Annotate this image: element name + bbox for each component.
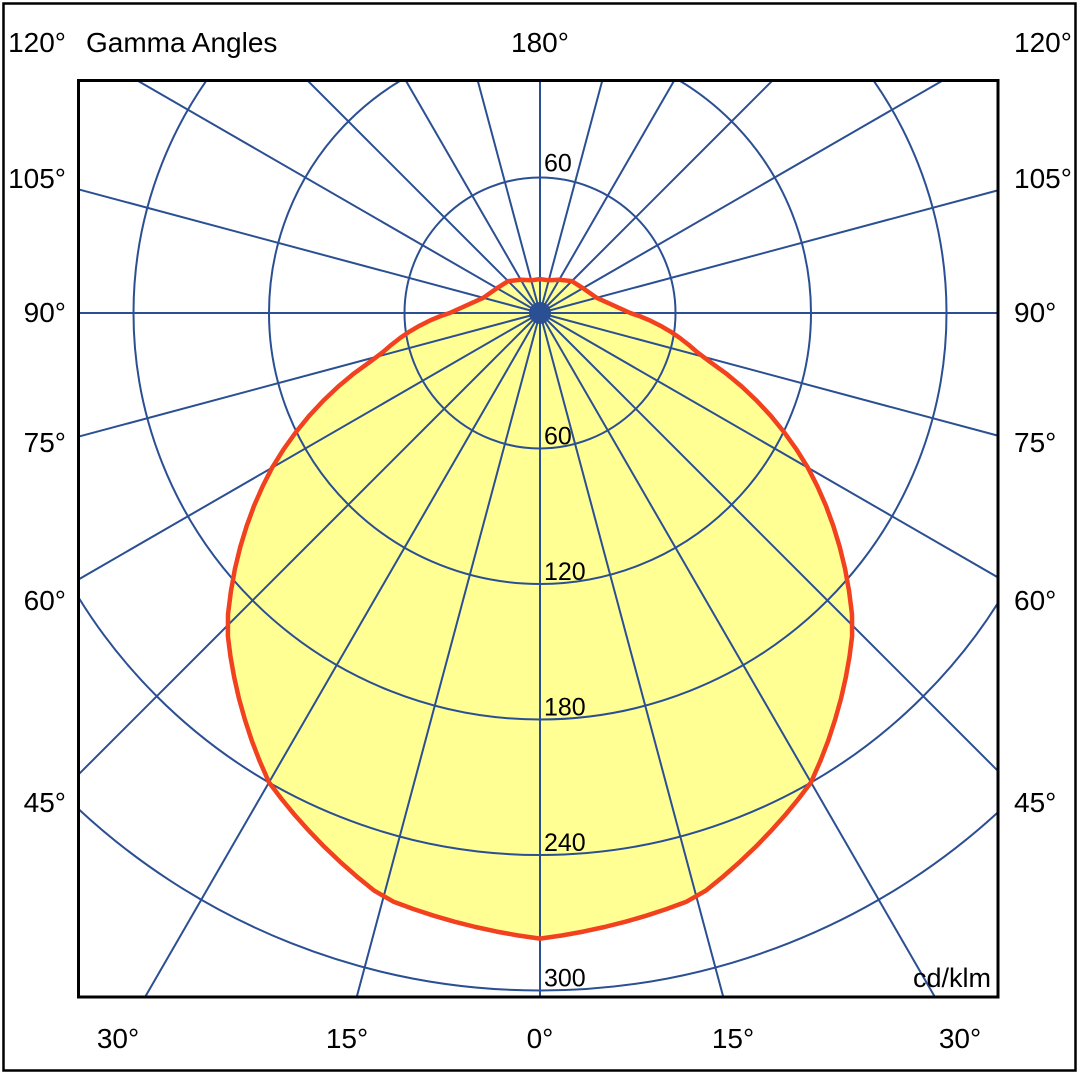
gamma-label-bottom-30l: 30°	[97, 1023, 139, 1054]
grid-ray	[539, 312, 725, 997]
grid-ring	[268, 81, 812, 585]
gamma-label-left-105: 105°	[8, 163, 66, 194]
chart-title: Gamma Angles	[86, 27, 277, 58]
grid-ring	[403, 176, 677, 450]
grid-ring	[132, 81, 948, 721]
ring-label-60-upper: 60	[544, 150, 572, 178]
grid-ray	[476, 81, 541, 314]
gamma-label-right-75: 75°	[1014, 427, 1056, 458]
gamma-label-bottom-15l: 15°	[326, 1023, 368, 1054]
grid-ray	[404, 81, 541, 314]
gamma-label-left-75: 75°	[24, 427, 66, 458]
gamma-label-left-60: 60°	[24, 585, 66, 616]
grid-ray	[539, 312, 937, 997]
grid-ray	[355, 312, 541, 997]
gamma-label-bottom-15r: 15°	[712, 1023, 754, 1054]
grid-ray	[539, 312, 998, 773]
ring-label-300: 300	[544, 965, 586, 993]
grid-ray	[539, 81, 774, 314]
grid-ray	[539, 189, 998, 314]
ring-label-240: 240	[544, 829, 586, 857]
grid-ray	[539, 312, 998, 579]
grid-ray	[539, 81, 676, 314]
grid-ray	[539, 81, 604, 314]
grid-ray	[79, 312, 541, 581]
ring-label-180: 180	[544, 694, 586, 722]
intensity-distribution-outline	[225, 276, 855, 941]
grid-ray	[143, 312, 541, 997]
origin-marker	[529, 302, 551, 324]
grid-ray	[306, 81, 541, 314]
grid-ray	[79, 312, 541, 776]
grid-ray	[136, 81, 541, 314]
ring-label-60: 60	[544, 423, 572, 451]
grid-ring	[79, 807, 998, 992]
grid-ray	[79, 188, 541, 314]
gamma-label-top-right: 120°	[1014, 27, 1072, 58]
grid-ring	[79, 595, 998, 856]
gamma-label-right-45: 45°	[1014, 787, 1056, 818]
gamma-label-right-90: 90°	[1014, 297, 1056, 328]
grid-ray	[539, 81, 944, 314]
plot-frame	[77, 79, 1000, 999]
gamma-label-left-45: 45°	[24, 787, 66, 818]
gamma-label-left-90: 90°	[24, 297, 66, 328]
ring-value-labels: 60 60 120 180 240 300	[544, 150, 586, 993]
gamma-label-top-left: 120°	[8, 27, 66, 58]
intensity-curve-line	[225, 276, 855, 941]
grid-ray	[79, 312, 541, 438]
gamma-label-right-105: 105°	[1014, 163, 1072, 194]
gamma-label-bottom-0: 0°	[527, 1023, 554, 1054]
gamma-label-right-60: 60°	[1014, 585, 1056, 616]
ring-label-120: 120	[544, 558, 586, 586]
gamma-label-bottom-30r: 30°	[939, 1023, 981, 1054]
gamma-label-top-center: 180°	[511, 27, 569, 58]
unit-label: cd/klm	[913, 963, 991, 993]
grid-ray	[539, 312, 998, 437]
